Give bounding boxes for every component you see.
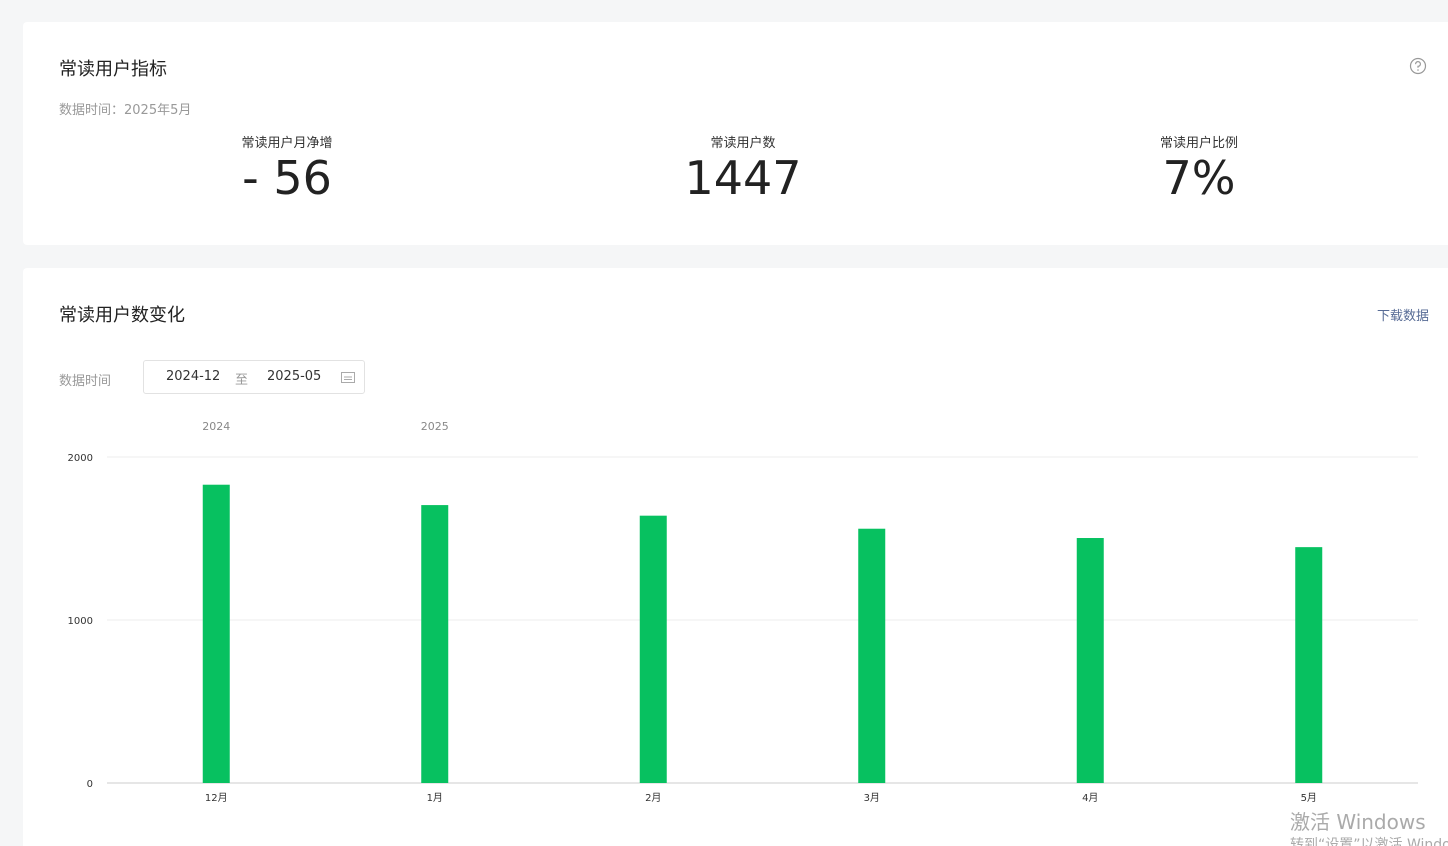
date-separator: 至: [235, 373, 249, 388]
date-range-picker[interactable]: [143, 360, 365, 394]
y-tick-label: 0: [87, 779, 93, 790]
bar: [639, 515, 667, 783]
metric-label: 常读用户数: [710, 136, 776, 151]
card-title: 常读用户指标: [59, 59, 167, 80]
metric-value: 1447: [684, 151, 802, 205]
calendar-icon: [341, 372, 355, 383]
bar: [1295, 547, 1323, 783]
watermark: 激活 Windows: [1290, 810, 1426, 834]
bar: [858, 528, 886, 783]
metric-label: 常读用户月净增: [241, 136, 333, 151]
y-tick-label: 1000: [68, 616, 93, 627]
bar: [1076, 538, 1104, 783]
card-title: 常读用户数变化: [59, 305, 185, 326]
metric-value: 7%: [1162, 151, 1236, 205]
date-from: 2024-12: [166, 369, 221, 384]
x-tick-label: 12月: [205, 792, 228, 804]
data-time: 数据时间：2025年5月: [59, 103, 192, 118]
bar: [202, 484, 230, 783]
y-tick-label: 2000: [68, 453, 93, 464]
x-tick-label: 2月: [645, 792, 661, 804]
filter-label: 数据时间: [59, 374, 112, 389]
date-to: 2025-05: [267, 369, 322, 384]
metric-label: 常读用户比例: [1159, 136, 1239, 151]
metric-value: - 56: [242, 151, 332, 205]
watermark: 转到“设置”以激活 Windows。: [1290, 837, 1448, 846]
download-link[interactable]: 下载数据: [1377, 309, 1430, 324]
bar: [421, 505, 449, 783]
trend-card: [23, 268, 1448, 846]
year-label: 2024: [202, 420, 230, 433]
x-tick-label: 5月: [1301, 792, 1317, 804]
x-tick-label: 4月: [1082, 792, 1098, 804]
help-icon[interactable]: [1409, 57, 1427, 75]
x-tick-label: 3月: [864, 792, 880, 804]
year-label: 2025: [421, 420, 449, 433]
x-tick-label: 1月: [427, 792, 443, 804]
metrics-card: [23, 22, 1448, 245]
